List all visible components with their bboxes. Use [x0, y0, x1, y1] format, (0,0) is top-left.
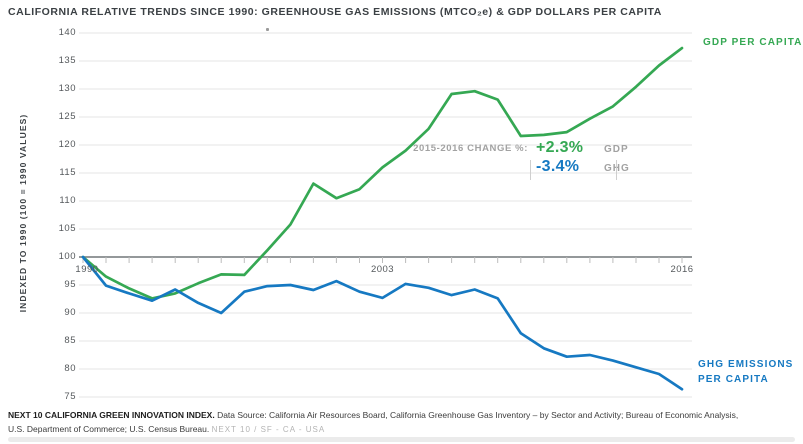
gdp-change-unit: GDP: [604, 144, 629, 155]
footer-line1: NEXT 10 CALIFORNIA GREEN INNOVATION INDE…: [8, 408, 798, 422]
annotation-right-tick: [616, 160, 617, 180]
y-tick-label: 125: [58, 111, 76, 122]
chart-title: CALIFORNIA RELATIVE TRENDS SINCE 1990: G…: [8, 6, 662, 18]
gdp-change-value: +2.3%: [536, 139, 584, 156]
footer-brand-tag: NEXT 10 / SF - CA - USA: [211, 425, 326, 434]
gdp-series-label: GDP PER CAPITA: [703, 37, 803, 48]
footer-line2-text: U.S. Department of Commerce; U.S. Census…: [8, 424, 212, 434]
annotation-left-tick: [530, 160, 531, 180]
y-axis-title: INDEXED TO 1990 (100 = 1990 VALUES): [18, 113, 28, 313]
y-tick-label: 100: [58, 251, 76, 262]
y-tick-label: 105: [58, 223, 76, 234]
gdp-series-label-text: GDP PER CAPITA: [703, 37, 803, 48]
x-tick-label: 1990: [75, 264, 99, 275]
y-tick-label: 130: [58, 83, 76, 94]
x-tick-label: 2016: [670, 264, 694, 275]
stray-dot: [266, 28, 269, 31]
y-tick-label: 135: [58, 55, 76, 66]
footer-source-rest: Data Source: California Air Resources Bo…: [214, 410, 739, 420]
y-tick-label: 140: [58, 27, 76, 38]
y-tick-label: 85: [64, 335, 76, 346]
y-tick-label: 75: [64, 391, 76, 402]
ghg-series-label-line2: PER CAPITA: [698, 374, 769, 385]
gdp-line: [81, 46, 684, 300]
ghg-change-value: -3.4%: [536, 158, 580, 175]
annotation-label: 2015-2016 CHANGE %:: [413, 142, 528, 154]
change-annotation: 2015-2016 CHANGE %: +2.3% GDP -3.4% GHG: [400, 139, 638, 180]
footer-line2: U.S. Department of Commerce; U.S. Census…: [8, 422, 798, 437]
y-tick-label: 120: [58, 139, 76, 150]
y-tick-label: 80: [64, 363, 76, 374]
bottom-scrollbar: [8, 437, 795, 442]
ghg-change-unit: GHG: [604, 163, 638, 174]
ghg-line: [81, 255, 684, 391]
footer-source-bold: NEXT 10 CALIFORNIA GREEN INNOVATION INDE…: [8, 410, 215, 420]
y-tick-label: 95: [64, 279, 76, 290]
ghg-series-label-line1: GHG EMISSIONS: [698, 359, 794, 370]
x-tick-label: 2003: [370, 264, 395, 275]
y-tick-label: 115: [59, 167, 76, 178]
y-tick-label: 90: [64, 307, 76, 318]
footer: NEXT 10 CALIFORNIA GREEN INNOVATION INDE…: [8, 408, 798, 437]
y-tick-label: 110: [59, 195, 76, 206]
ghg-series-label: GHG EMISSIONS PER CAPITA: [698, 357, 793, 387]
